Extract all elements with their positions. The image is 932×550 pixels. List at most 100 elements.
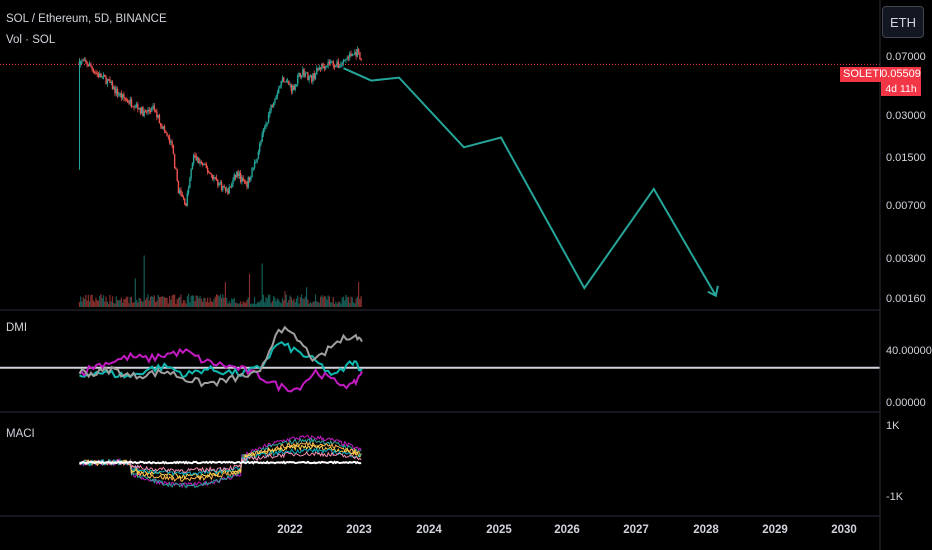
volume-bar bbox=[111, 296, 114, 307]
candle-body bbox=[336, 61, 338, 66]
candle-body bbox=[179, 190, 181, 194]
candle-body bbox=[286, 81, 289, 82]
volume-bar bbox=[81, 301, 83, 307]
candle-body bbox=[295, 84, 298, 86]
candle-body bbox=[119, 93, 121, 95]
volume-bar bbox=[286, 302, 289, 307]
volume-bar bbox=[233, 297, 235, 307]
candle-body bbox=[347, 57, 350, 59]
candle-body bbox=[210, 173, 213, 176]
volume-bar bbox=[97, 300, 100, 307]
candle-body bbox=[195, 155, 197, 161]
candle-body bbox=[106, 79, 109, 84]
volume-bar bbox=[141, 300, 143, 307]
candle-body bbox=[128, 102, 130, 104]
candle-body bbox=[196, 157, 199, 161]
volume-bar bbox=[217, 295, 219, 307]
volume-bar bbox=[292, 300, 294, 307]
volume-bar bbox=[219, 294, 221, 307]
candle-body bbox=[265, 123, 267, 127]
candle-body bbox=[321, 63, 323, 69]
candle-body bbox=[83, 59, 86, 61]
volume-bar bbox=[209, 297, 211, 307]
candle-body bbox=[285, 81, 288, 83]
volume-bar bbox=[313, 301, 315, 307]
volume-bar bbox=[248, 273, 251, 307]
volume-bar bbox=[152, 296, 154, 307]
candle-body bbox=[135, 104, 138, 107]
candle-body bbox=[190, 169, 192, 179]
volume-bar bbox=[113, 302, 115, 307]
candle-body bbox=[156, 111, 158, 118]
volume-bar bbox=[188, 293, 190, 307]
candle-body bbox=[212, 175, 214, 180]
volume-bar bbox=[138, 297, 140, 307]
x-tick: 2023 bbox=[346, 524, 372, 536]
candle-body bbox=[151, 107, 153, 112]
volume-bar bbox=[135, 299, 138, 307]
candle-body bbox=[279, 85, 281, 89]
candle-body bbox=[94, 72, 96, 74]
candle-body bbox=[324, 67, 327, 69]
candle-body bbox=[132, 106, 134, 108]
volume-bar bbox=[163, 296, 166, 307]
volume-bar bbox=[151, 296, 153, 307]
volume-bar bbox=[270, 303, 272, 307]
volume-bar bbox=[327, 295, 329, 307]
candle-body bbox=[338, 66, 341, 68]
candle-body bbox=[81, 60, 83, 62]
volume-bar bbox=[137, 302, 139, 307]
candle-body bbox=[271, 105, 274, 107]
volume-bar bbox=[242, 301, 244, 307]
volume-bar bbox=[115, 296, 117, 307]
volume-bar bbox=[95, 297, 97, 307]
volume-bar bbox=[123, 299, 125, 307]
candle-body bbox=[154, 110, 157, 112]
volume-bar bbox=[189, 302, 191, 307]
volume-bar bbox=[318, 302, 320, 307]
volume-bar bbox=[158, 297, 161, 307]
volume-bar bbox=[102, 295, 105, 307]
candle-body bbox=[133, 106, 135, 108]
candle-body bbox=[186, 192, 189, 207]
candle-body bbox=[314, 74, 317, 79]
currency-button[interactable]: ETH bbox=[882, 6, 924, 38]
volume-bar bbox=[331, 302, 333, 307]
candle-body bbox=[350, 53, 352, 57]
candle-body bbox=[359, 52, 361, 60]
candle-body bbox=[118, 94, 120, 96]
volume-bar bbox=[256, 302, 258, 307]
candle-body bbox=[261, 133, 263, 142]
volume-bar bbox=[130, 296, 133, 307]
volume-bar bbox=[147, 294, 149, 307]
candle-body bbox=[328, 61, 331, 64]
volume-bar bbox=[322, 297, 324, 307]
volume-bar bbox=[91, 294, 93, 307]
candle-body bbox=[215, 177, 218, 181]
candle-body bbox=[213, 177, 215, 180]
candle-body bbox=[352, 54, 355, 56]
candle-body bbox=[153, 105, 156, 111]
candle-body bbox=[342, 59, 345, 64]
y-tick: 0.00160 bbox=[886, 293, 926, 305]
volume-bar bbox=[172, 294, 174, 307]
volume-bar bbox=[179, 296, 181, 307]
candle-body bbox=[305, 72, 308, 74]
candle-body bbox=[125, 99, 128, 101]
candle-body bbox=[201, 163, 204, 165]
volume-bar bbox=[306, 287, 308, 307]
volume-bar bbox=[86, 300, 88, 307]
volume-bar bbox=[101, 298, 103, 307]
volume-bar bbox=[299, 297, 301, 307]
candlestick-series bbox=[78, 46, 362, 207]
volume-bar bbox=[196, 295, 199, 307]
volume-bar bbox=[191, 295, 194, 307]
candle-body bbox=[137, 104, 139, 110]
volume-bar bbox=[323, 295, 325, 307]
candle-body bbox=[356, 48, 359, 57]
candle-body bbox=[239, 173, 242, 182]
volume-bar bbox=[114, 303, 116, 307]
candle-body bbox=[176, 169, 178, 181]
volume-bar bbox=[167, 303, 169, 307]
